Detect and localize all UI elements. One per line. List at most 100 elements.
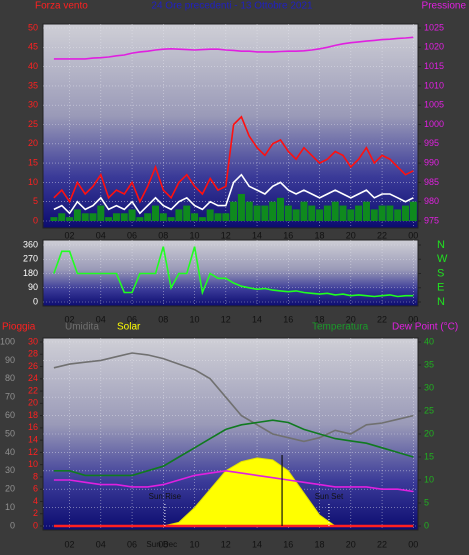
y2-tick-label: 25 — [424, 405, 434, 415]
y-tick-label: 35 — [28, 80, 38, 90]
y2-tick-label: 15 — [424, 451, 434, 461]
y-tick-label: 70 — [5, 392, 15, 402]
x-tick-label: 08 — [158, 314, 168, 324]
annotation: Sun Dec — [146, 540, 177, 549]
y3-tick-label: 20 — [28, 398, 38, 408]
y3-tick-label: 26 — [28, 361, 38, 371]
y-tick-label: 10 — [28, 177, 38, 187]
x-tick-label: 10 — [190, 230, 200, 240]
y3-tick-label: 8 — [33, 471, 38, 481]
bar — [261, 205, 269, 221]
x-tick-label: 14 — [252, 230, 262, 240]
bar — [58, 213, 66, 221]
bar — [378, 205, 386, 221]
y3-tick-label: 24 — [28, 373, 38, 383]
y-tick-label: 25 — [28, 119, 38, 129]
bar — [300, 201, 308, 221]
bar — [362, 201, 370, 221]
bar — [112, 213, 120, 221]
y3-tick-label: 10 — [28, 459, 38, 469]
bar — [151, 205, 160, 221]
x-tick-label: 10 — [190, 539, 200, 549]
y2-tick-label: 20 — [424, 428, 434, 438]
bar — [409, 201, 417, 221]
x-tick-label: 06 — [127, 539, 137, 549]
bar — [386, 205, 394, 221]
y2-tick-label: 40 — [424, 336, 434, 346]
bar — [50, 217, 58, 221]
x-tick-label: 06 — [127, 230, 137, 240]
bar — [339, 205, 347, 221]
bar — [198, 217, 206, 221]
bar — [175, 209, 183, 221]
y2-tick-label: 1000 — [424, 119, 444, 129]
y3-tick-label: 18 — [28, 410, 38, 420]
y-tick-label: 45 — [28, 42, 38, 52]
bar — [128, 209, 136, 221]
bar — [347, 209, 355, 221]
bar — [292, 209, 300, 221]
y-tick-label: 100 — [0, 336, 15, 346]
x-tick-label: 00 — [408, 539, 418, 549]
y-tick-label: 30 — [5, 465, 15, 475]
x-tick-label: 02 — [65, 539, 75, 549]
bar — [370, 209, 378, 221]
bar — [89, 213, 97, 221]
series-line — [53, 419, 414, 477]
y-tick-label: 15 — [28, 157, 38, 167]
x-tick-label: 22 — [377, 314, 387, 324]
y-tick-label: 90 — [5, 355, 15, 365]
bar — [206, 209, 214, 221]
x-tick-label: 04 — [96, 314, 106, 324]
y-tick-label: 180 — [23, 268, 38, 278]
y2-tick-label: 995 — [424, 138, 439, 148]
x-tick-label: 16 — [283, 539, 293, 549]
bar — [355, 205, 363, 221]
x-tick-label: 18 — [315, 539, 325, 549]
x-tick-label: 12 — [221, 539, 231, 549]
bar — [316, 209, 324, 221]
y2-tick-label: 1010 — [424, 80, 444, 90]
y2-tick-label: 5 — [424, 497, 429, 507]
y3-tick-label: 12 — [28, 447, 38, 457]
x-tick-label: 20 — [346, 314, 356, 324]
bar — [167, 217, 175, 221]
x-tick-label: 18 — [315, 230, 325, 240]
bar — [394, 209, 402, 221]
x-tick-label: 14 — [252, 314, 262, 324]
y3-tick-label: 22 — [28, 385, 38, 395]
y3-tick-label: 28 — [28, 349, 38, 359]
y2-tick-label: N — [437, 239, 445, 251]
y-tick-label: 40 — [28, 61, 38, 71]
bar — [191, 213, 199, 221]
bar — [97, 205, 105, 221]
series-line — [53, 469, 414, 493]
bar — [66, 217, 74, 221]
y2-tick-label: S — [437, 267, 444, 279]
y2-axis-title: Pressione — [422, 1, 467, 12]
y-tick-label: 90 — [28, 282, 38, 292]
bar — [73, 209, 81, 221]
y-tick-label: 60 — [5, 410, 15, 420]
x-tick-label: 00 — [408, 230, 418, 240]
bar — [81, 213, 89, 221]
y2-tick-label: 35 — [424, 359, 434, 369]
y2-tick-label: 1020 — [424, 42, 444, 52]
y2-tick-label: 30 — [424, 382, 434, 392]
x-tick-label: 14 — [252, 539, 262, 549]
x-tick-label: 08 — [158, 539, 168, 549]
x-tick-label: 18 — [315, 314, 325, 324]
y3-tick-label: 16 — [28, 422, 38, 432]
legend-label: Umidita — [65, 322, 99, 333]
y2-tick-label: N — [437, 296, 445, 308]
x-tick-label: 10 — [190, 314, 200, 324]
y-tick-label: 50 — [5, 428, 15, 438]
y-axis-title: Forza vento — [35, 1, 88, 12]
y2-tick-label: 0 — [424, 520, 429, 530]
chart-title: 24 Ore precedenti - 13 Ottobre 2021 — [151, 1, 313, 12]
bar — [159, 213, 167, 221]
legend-label: Dew Point (°C) — [392, 322, 458, 333]
series-line — [53, 352, 414, 443]
